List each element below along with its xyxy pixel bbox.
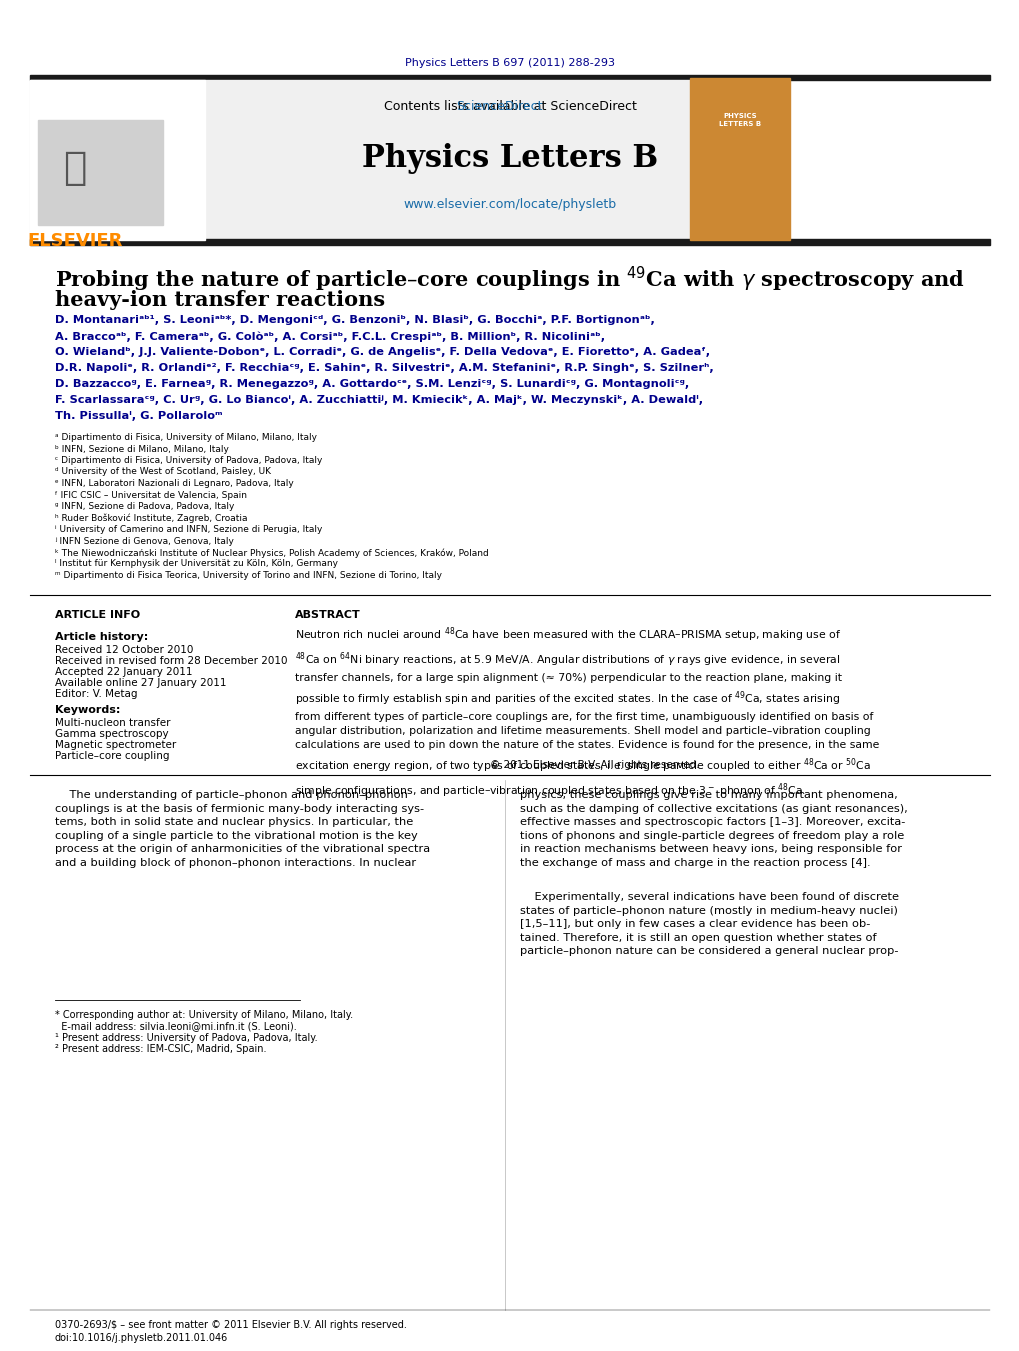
Text: E-mail address: silvia.leoni@mi.infn.it (S. Leoni).: E-mail address: silvia.leoni@mi.infn.it … [55,1021,297,1031]
Text: D. Montanariᵃᵇ¹, S. Leoniᵃᵇ*, D. Mengoniᶜᵈ, G. Benzoniᵇ, N. Blasiᵇ, G. Bocchiᵃ, : D. Montanariᵃᵇ¹, S. Leoniᵃᵇ*, D. Mengoni… [55,315,654,326]
Text: F. Scarlassaraᶜᵍ, C. Urᵍ, G. Lo Biancoⁱ, A. Zucchiattiʲ, M. Kmiecikᵏ, A. Majᵏ, W: F. Scarlassaraᶜᵍ, C. Urᵍ, G. Lo Biancoⁱ,… [55,394,702,405]
Text: ELSEVIER: ELSEVIER [28,232,122,250]
Text: heavy-ion transfer reactions: heavy-ion transfer reactions [55,290,385,309]
Text: Editor: V. Metag: Editor: V. Metag [55,689,138,698]
Text: PHYSICS
LETTERS B: PHYSICS LETTERS B [718,113,760,127]
Text: A. Braccoᵃᵇ, F. Cameraᵃᵇ, G. Colòᵃᵇ, A. Corsiᵃᵇ, F.C.L. Crespiᵃᵇ, B. Millionᵇ, R: A. Braccoᵃᵇ, F. Cameraᵃᵇ, G. Colòᵃᵇ, A. … [55,331,604,342]
Text: ᵇ INFN, Sezione di Milano, Milano, Italy: ᵇ INFN, Sezione di Milano, Milano, Italy [55,444,228,454]
Text: Particle–core coupling: Particle–core coupling [55,751,169,761]
Text: doi:10.1016/j.physletb.2011.01.046: doi:10.1016/j.physletb.2011.01.046 [55,1333,228,1343]
Text: 🌳: 🌳 [63,149,87,186]
Text: ʰ Ruder Bošković Institute, Zagreb, Croatia: ʰ Ruder Bošković Institute, Zagreb, Croa… [55,513,248,523]
Text: Accepted 22 January 2011: Accepted 22 January 2011 [55,667,193,677]
Text: Physics Letters B: Physics Letters B [362,143,657,174]
Text: ᶠ IFIC CSIC – Universitat de Valencia, Spain: ᶠ IFIC CSIC – Universitat de Valencia, S… [55,490,247,500]
Text: Th. Pissullaˡ, G. Pollaroloᵐ: Th. Pissullaˡ, G. Pollaroloᵐ [55,411,222,422]
Text: www.elsevier.com/locate/physletb: www.elsevier.com/locate/physletb [404,199,615,211]
Text: ᵈ University of the West of Scotland, Paisley, UK: ᵈ University of the West of Scotland, Pa… [55,467,271,477]
Text: Article history:: Article history: [55,632,148,642]
Text: Magnetic spectrometer: Magnetic spectrometer [55,740,176,750]
Text: physics, these couplings give rise to many important phenomena,
such as the damp: physics, these couplings give rise to ma… [520,790,907,867]
Text: Contents lists available at ScienceDirect: Contents lists available at ScienceDirec… [383,100,636,113]
Text: ² Present address: IEM-CSIC, Madrid, Spain.: ² Present address: IEM-CSIC, Madrid, Spa… [55,1044,266,1054]
Text: O. Wielandᵇ, J.J. Valiente-Dobonᵉ, L. Corradiᵉ, G. de Angelisᵉ, F. Della Vedovaᵉ: O. Wielandᵇ, J.J. Valiente-Dobonᵉ, L. Co… [55,347,709,357]
Text: ¹ Present address: University of Padova, Padova, Italy.: ¹ Present address: University of Padova,… [55,1034,317,1043]
Text: Keywords:: Keywords: [55,705,120,715]
Text: * Corresponding author at: University of Milano, Milano, Italy.: * Corresponding author at: University of… [55,1011,353,1020]
Text: ᵏ The Niewodniczański Institute of Nuclear Physics, Polish Academy of Sciences, : ᵏ The Niewodniczański Institute of Nucle… [55,549,488,558]
Bar [30,76,989,80]
Text: Experimentally, several indications have been found of discrete
states of partic: Experimentally, several indications have… [520,892,898,957]
Text: The understanding of particle–phonon and phonon–phonon
couplings is at the basis: The understanding of particle–phonon and… [55,790,430,867]
Text: Physics Letters B 697 (2011) 288-293: Physics Letters B 697 (2011) 288-293 [405,58,614,68]
Text: Probing the nature of particle–core couplings in $^{49}$Ca with $\gamma$ spectro: Probing the nature of particle–core coup… [55,265,964,295]
Text: Gamma spectroscopy: Gamma spectroscopy [55,730,168,739]
Text: ᵉ INFN, Laboratori Nazionali di Legnaro, Padova, Italy: ᵉ INFN, Laboratori Nazionali di Legnaro,… [55,480,293,488]
Text: Multi-nucleon transfer: Multi-nucleon transfer [55,717,170,728]
Text: Available online 27 January 2011: Available online 27 January 2011 [55,678,226,688]
Bar [30,80,205,240]
Bar [689,78,790,240]
Bar [30,239,989,245]
Text: Received 12 October 2010: Received 12 October 2010 [55,644,194,655]
Bar [30,80,689,240]
Text: ᵐ Dipartimento di Fisica Teorica, University of Torino and INFN, Sezione di Tori: ᵐ Dipartimento di Fisica Teorica, Univer… [55,571,441,580]
Text: 0370-2693/$ – see front matter © 2011 Elsevier B.V. All rights reserved.: 0370-2693/$ – see front matter © 2011 El… [55,1320,407,1329]
Text: ⁱ University of Camerino and INFN, Sezione di Perugia, Italy: ⁱ University of Camerino and INFN, Sezio… [55,526,322,534]
Text: D. Bazzaccoᵍ, E. Farneaᵍ, R. Menegazzoᵍ, A. Gottardoᶜᵉ, S.M. Lenziᶜᵍ, S. Lunardi: D. Bazzaccoᵍ, E. Farneaᵍ, R. Menegazzoᵍ,… [55,380,689,389]
Text: ᵃ Dipartimento di Fisica, University of Milano, Milano, Italy: ᵃ Dipartimento di Fisica, University of … [55,434,317,442]
Text: ARTICLE INFO: ARTICLE INFO [55,611,140,620]
Text: ScienceDirect: ScienceDirect [455,100,542,113]
Text: Neutron rich nuclei around $^{48}$Ca have been measured with the CLARA–PRISMA se: Neutron rich nuclei around $^{48}$Ca hav… [294,626,878,800]
Text: ʲ INFN Sezione di Genova, Genova, Italy: ʲ INFN Sezione di Genova, Genova, Italy [55,536,233,546]
Text: ᶜ Dipartimento di Fisica, University of Padova, Padova, Italy: ᶜ Dipartimento di Fisica, University of … [55,457,322,465]
Text: ˡ Institut für Kernphysik der Universität zu Köln, Köln, Germany: ˡ Institut für Kernphysik der Universitä… [55,559,337,569]
Text: ABSTRACT: ABSTRACT [294,611,361,620]
Bar [38,120,163,226]
Text: © 2011 Elsevier B.V. All rights reserved.: © 2011 Elsevier B.V. All rights reserved… [490,761,699,770]
Text: ᵍ INFN, Sezione di Padova, Padova, Italy: ᵍ INFN, Sezione di Padova, Padova, Italy [55,503,234,511]
Text: Received in revised form 28 December 2010: Received in revised form 28 December 201… [55,657,287,666]
Text: D.R. Napoliᵉ, R. Orlandiᵉ², F. Recchiaᶜᵍ, E. Sahinᵉ, R. Silvestriᵉ, A.M. Stefani: D.R. Napoliᵉ, R. Orlandiᵉ², F. Recchiaᶜᵍ… [55,363,713,373]
